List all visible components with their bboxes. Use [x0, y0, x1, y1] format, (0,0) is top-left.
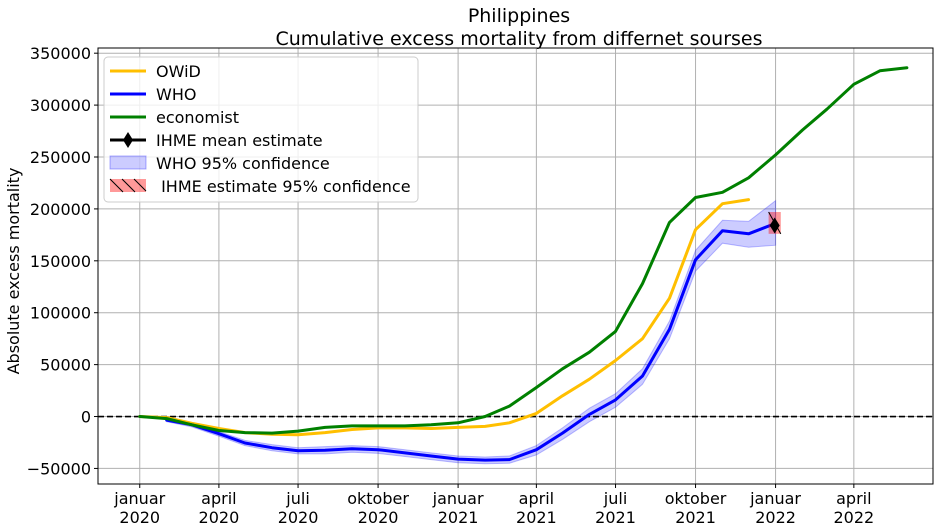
x-tick-label-month: oktober — [665, 489, 727, 508]
legend-box — [103, 56, 419, 203]
plot-frame — [97, 47, 934, 485]
x-tick-label-year: 2020 — [119, 508, 160, 527]
legend-who-label: WHO — [156, 85, 196, 104]
x-tick-label-month: juli — [603, 489, 627, 508]
x-tick-label-month: juli — [285, 489, 309, 508]
x-tick-label-month: april — [836, 489, 871, 508]
y-tick-label: −50000 — [27, 459, 91, 478]
who-confidence-band — [166, 199, 777, 465]
chart-subtitle: Cumulative excess mortality from differn… — [276, 28, 763, 50]
x-tick-label-month: januar — [749, 489, 801, 508]
legend-ihme-ci-label: IHME estimate 95% confidence — [156, 177, 411, 196]
x-tick-label-year: 2022 — [833, 508, 874, 527]
x-tick-label-month: april — [201, 489, 236, 508]
x-tick-label-year: 2021 — [675, 508, 716, 527]
x-tick-label-year: 2020 — [358, 508, 399, 527]
x-tick-label-year: 2022 — [755, 508, 796, 527]
chart-title: Philippines — [468, 5, 570, 27]
legend-owid-label: OWiD — [156, 62, 201, 81]
x-tick-label-year: 2021 — [438, 508, 479, 527]
y-tick-label: 100000 — [30, 304, 91, 323]
series-line-who — [165, 221, 778, 462]
y-tick-label: 200000 — [30, 200, 91, 219]
plot-area — [98, 66, 933, 465]
legend-ihme-ci-hatch — [109, 178, 147, 193]
x-tick-label-month: oktober — [347, 489, 409, 508]
x-tick-label-year: 2021 — [595, 508, 636, 527]
x-tick-label-year: 2020 — [199, 508, 240, 527]
legend-economist-label: economist — [156, 108, 239, 127]
x-tick-label-month: januar — [432, 489, 484, 508]
y-tick-label: 150000 — [30, 252, 91, 271]
y-tick-labels: 350000 300000 250000 200000 150000 100000 5000… — [27, 44, 91, 478]
legend-ihme-label: IHME mean estimate — [156, 131, 323, 150]
legend-who-ci-label: WHO 95% confidence — [156, 154, 330, 173]
x-tick-label-month: januar — [113, 489, 165, 508]
ihme-mean-marker — [769, 217, 780, 234]
y-tick-label: 300000 — [30, 96, 91, 115]
x-tick-labels: januar2020april2020juli2020oktober2020ja… — [113, 489, 874, 527]
legend: OWiD WHO economist IHME mean estimate WH… — [103, 56, 419, 203]
y-axis-label: Absolute excess mortality — [4, 168, 23, 375]
x-tick-label-year: 2020 — [278, 508, 319, 527]
y-tick-label: 250000 — [30, 148, 91, 167]
legend-who-ci-swatch — [109, 155, 147, 170]
series-line-owid — [138, 198, 751, 437]
x-tick-label-month: april — [519, 489, 554, 508]
x-tick-label-year: 2021 — [516, 508, 557, 527]
series-line-economist — [138, 66, 909, 435]
grid — [94, 48, 933, 488]
y-tick-label: 0 — [81, 408, 91, 427]
y-tick-label: 350000 — [30, 44, 91, 63]
y-tick-label: 50000 — [40, 356, 91, 375]
legend-ihme-swatch-marker — [123, 132, 133, 148]
